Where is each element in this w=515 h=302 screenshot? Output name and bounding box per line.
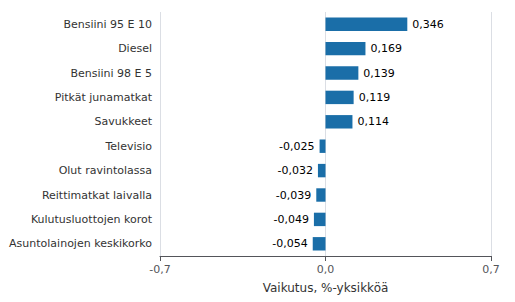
svg-text:-0,7: -0,7 (149, 263, 170, 276)
svg-text:-0,025: -0,025 (279, 140, 314, 153)
svg-text:0,114: 0,114 (357, 115, 389, 128)
svg-text:0,346: 0,346 (412, 18, 444, 31)
svg-text:Olut ravintolassa: Olut ravintolassa (59, 164, 152, 177)
svg-text:Vaikutus, %-yksikköä: Vaikutus, %-yksikköä (263, 281, 389, 295)
svg-text:0,119: 0,119 (359, 91, 391, 104)
svg-text:0,7: 0,7 (482, 263, 500, 276)
svg-text:Pitkät junamatkat: Pitkät junamatkat (55, 91, 153, 104)
svg-text:Diesel: Diesel (118, 42, 152, 55)
svg-text:Televisio: Televisio (104, 140, 152, 153)
svg-text:-0,049: -0,049 (273, 213, 308, 226)
svg-text:0,139: 0,139 (363, 67, 395, 80)
svg-text:0,169: 0,169 (370, 42, 402, 55)
svg-text:Asuntolainojen keskikorko: Asuntolainojen keskikorko (9, 237, 152, 250)
svg-text:Kulutusluottojen korot: Kulutusluottojen korot (31, 213, 153, 226)
svg-text:Bensiini 95 E 10: Bensiini 95 E 10 (63, 18, 152, 31)
svg-text:Reittimatkat laivalla: Reittimatkat laivalla (42, 189, 152, 202)
svg-text:-0,032: -0,032 (277, 164, 312, 177)
svg-text:Savukkeet: Savukkeet (95, 115, 153, 128)
svg-text:-0,039: -0,039 (276, 189, 311, 202)
svg-text:0,0: 0,0 (317, 263, 335, 276)
svg-text:-0,054: -0,054 (272, 237, 307, 250)
svg-text:Bensiini 98 E 5: Bensiini 98 E 5 (70, 67, 152, 80)
